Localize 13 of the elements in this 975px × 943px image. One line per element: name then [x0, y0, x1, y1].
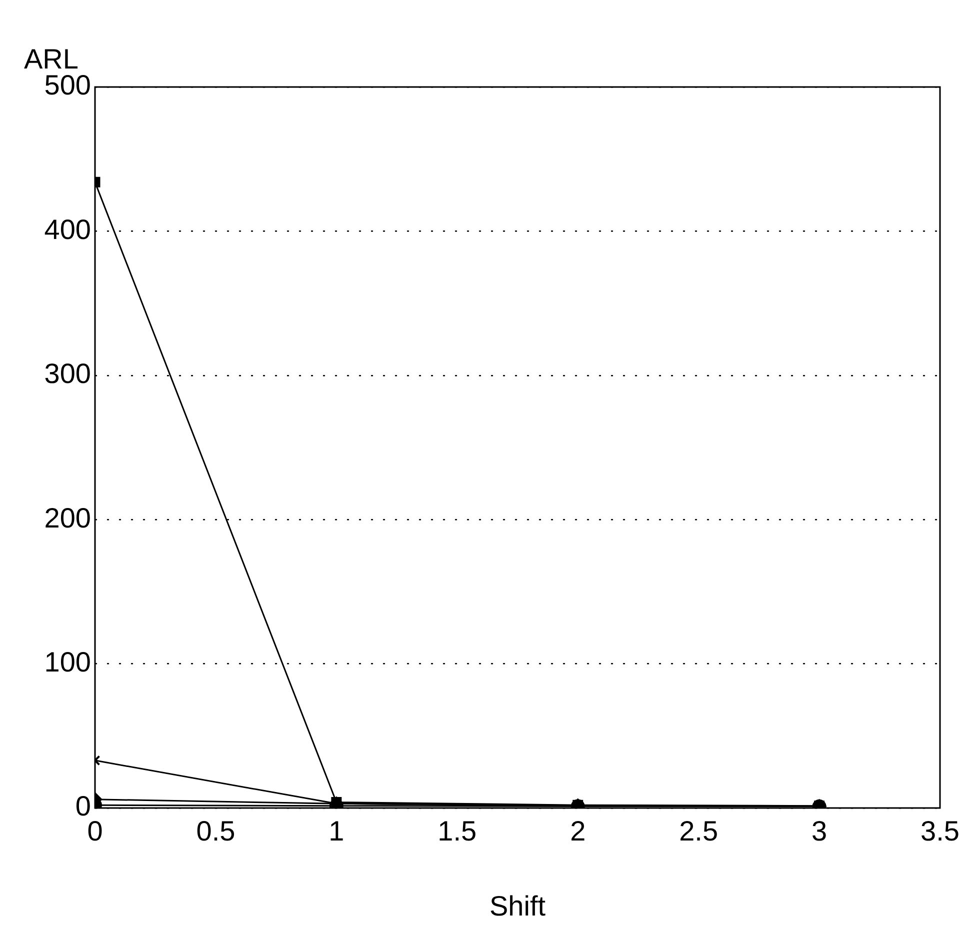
y-tick-label: 100 [44, 646, 91, 678]
x-tick-label: 2.5 [679, 816, 718, 847]
x-tick-label: 0.5 [196, 816, 236, 847]
x-tick-label: 3 [811, 816, 828, 847]
y-tick-label: 400 [44, 214, 91, 245]
x-tick-label: 2 [570, 816, 586, 847]
x-axis-title: Shift [489, 890, 546, 922]
y-tick-label: 0 [75, 790, 91, 822]
y-tick-label: 200 [44, 502, 91, 534]
x-tick-label: 3.5 [920, 816, 960, 847]
x-tick-label: 1 [328, 816, 344, 847]
x-tick-label: 1.5 [438, 816, 477, 847]
y-tick-label: 300 [44, 358, 91, 390]
